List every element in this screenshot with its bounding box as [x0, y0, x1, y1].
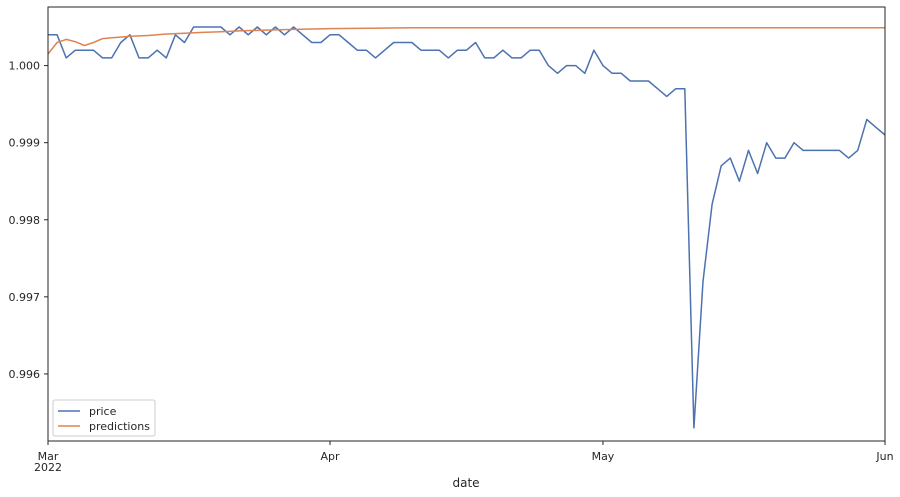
legend: price predictions [52, 399, 156, 437]
x-tick-label: Jun [875, 450, 893, 463]
series-line-price [48, 26, 886, 429]
legend-predictions-label: predictions [89, 420, 150, 433]
legend-box [52, 399, 156, 437]
x-tick-label: May [592, 450, 615, 463]
x-tick-sublabel: 2022 [34, 461, 62, 474]
series-line-predictions [47, 27, 885, 55]
x-tick-label: Apr [321, 450, 341, 463]
y-tick-label: 0.997 [9, 291, 41, 304]
x-tick-label: Mar [38, 450, 59, 463]
y-tick-label: 0.998 [9, 214, 41, 227]
x-axis-title: date [452, 476, 479, 490]
series-layer [47, 26, 886, 429]
plot-frame [47, 6, 886, 442]
legend-price-label: price [89, 405, 117, 418]
y-tick-label: 1.000 [9, 60, 41, 73]
y-tick-label: 0.999 [9, 137, 41, 150]
y-axis-ticks: 0.996 0.997 0.998 0.999 1.000 [9, 60, 48, 381]
y-tick-label: 0.996 [9, 368, 41, 381]
